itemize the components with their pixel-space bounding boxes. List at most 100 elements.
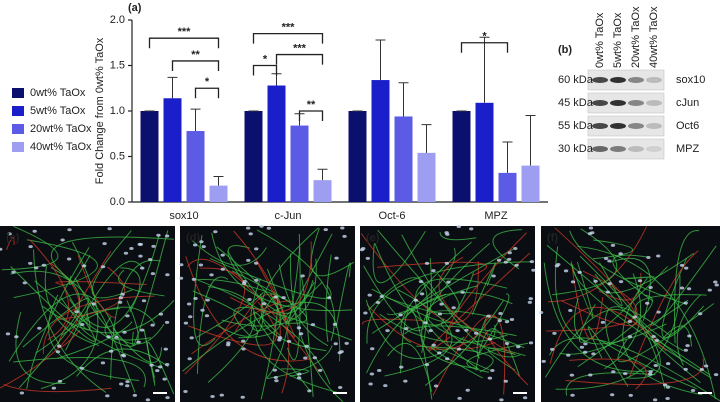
- neurite: [363, 257, 432, 332]
- nucleus: [683, 348, 688, 352]
- nucleus: [125, 314, 130, 318]
- neurite: [651, 245, 717, 326]
- neurite: [265, 247, 301, 379]
- neurite: [592, 239, 633, 260]
- nucleus: [14, 335, 19, 339]
- bar: [209, 185, 228, 202]
- nucleus: [648, 370, 653, 374]
- nucleus: [241, 282, 247, 286]
- neurite: [26, 247, 90, 389]
- nucleus: [437, 351, 442, 355]
- nucleus: [310, 323, 316, 327]
- bar: [452, 111, 471, 202]
- neurite: [57, 251, 112, 349]
- nucleus: [150, 272, 156, 276]
- nucleus: [277, 336, 283, 340]
- nucleus: [451, 306, 456, 310]
- nucleus: [456, 347, 462, 351]
- nucleus: [183, 390, 188, 394]
- nucleus: [337, 385, 343, 389]
- neurite: [431, 346, 490, 379]
- panel-label: (f): [547, 232, 558, 244]
- blot-column-label: 20wt% TaOx: [630, 6, 642, 68]
- significance-label: **: [307, 99, 316, 111]
- nucleus: [106, 335, 111, 339]
- nucleus: [141, 299, 147, 303]
- bar: [267, 85, 286, 202]
- bar: [348, 111, 367, 202]
- nucleus: [568, 309, 573, 313]
- nucleus: [487, 376, 493, 380]
- nucleus: [698, 312, 703, 316]
- blot-protein: Oct6: [676, 120, 699, 132]
- nucleus: [132, 393, 138, 397]
- nucleus: [503, 379, 508, 383]
- neurite: [34, 280, 139, 347]
- neurite: [471, 262, 497, 315]
- blot-band: [628, 77, 644, 83]
- nucleus: [618, 252, 623, 256]
- blot-band: [610, 100, 626, 106]
- nucleus: [163, 347, 168, 351]
- nucleus: [628, 393, 633, 397]
- nucleus: [186, 302, 192, 306]
- nucleus: [647, 372, 653, 376]
- nucleus: [273, 295, 278, 299]
- nucleus: [11, 270, 16, 274]
- nucleus: [7, 232, 12, 236]
- neurite: [416, 345, 494, 373]
- neurite: [1, 225, 59, 271]
- neurite: [609, 257, 651, 321]
- nucleus: [138, 242, 144, 246]
- error-bar: [502, 141, 513, 173]
- neurite: [60, 297, 91, 331]
- nucleus: [507, 257, 512, 261]
- nucleus: [588, 373, 593, 377]
- nucleus: [605, 290, 610, 294]
- bar: [498, 172, 517, 202]
- micrograph: (d): [178, 224, 355, 402]
- neurite: [579, 255, 661, 379]
- nucleus: [583, 342, 588, 346]
- neurite: [577, 294, 653, 368]
- neurite: [573, 297, 667, 345]
- nucleus: [297, 372, 302, 376]
- significance-label: ***: [282, 22, 296, 34]
- significance-bracket: [460, 42, 509, 53]
- nucleus: [300, 274, 305, 278]
- neurite: [400, 241, 472, 343]
- neurite: [256, 229, 335, 342]
- nucleus: [253, 261, 259, 265]
- neurite: [414, 278, 508, 334]
- bar: [521, 165, 540, 202]
- nucleus: [498, 312, 503, 316]
- nucleus: [683, 301, 688, 305]
- nucleus: [19, 391, 25, 395]
- nucleus: [120, 353, 126, 357]
- nucleus: [504, 341, 510, 345]
- significance-bracket: [148, 37, 220, 49]
- nucleus: [646, 255, 651, 259]
- nucleus: [569, 373, 575, 377]
- nucleus: [486, 314, 491, 318]
- nucleus: [686, 287, 692, 291]
- nucleus: [531, 268, 536, 272]
- nucleus: [645, 301, 650, 305]
- nucleus: [327, 296, 332, 300]
- nucleus: [67, 228, 72, 232]
- neurite: [13, 239, 98, 299]
- nucleus: [439, 302, 444, 306]
- significance-bracket: [252, 64, 278, 76]
- error-bar: [317, 168, 328, 181]
- blot-band: [592, 146, 608, 152]
- blot-column-label: 0wt% TaOx: [594, 12, 606, 68]
- bar: [140, 111, 159, 202]
- nucleus: [490, 369, 495, 373]
- nucleus: [254, 247, 259, 251]
- nucleus: [334, 256, 339, 260]
- nucleus: [367, 293, 372, 297]
- significance-label: *: [205, 76, 210, 88]
- nucleus: [503, 260, 509, 264]
- bar: [475, 102, 494, 202]
- nucleus: [60, 238, 65, 242]
